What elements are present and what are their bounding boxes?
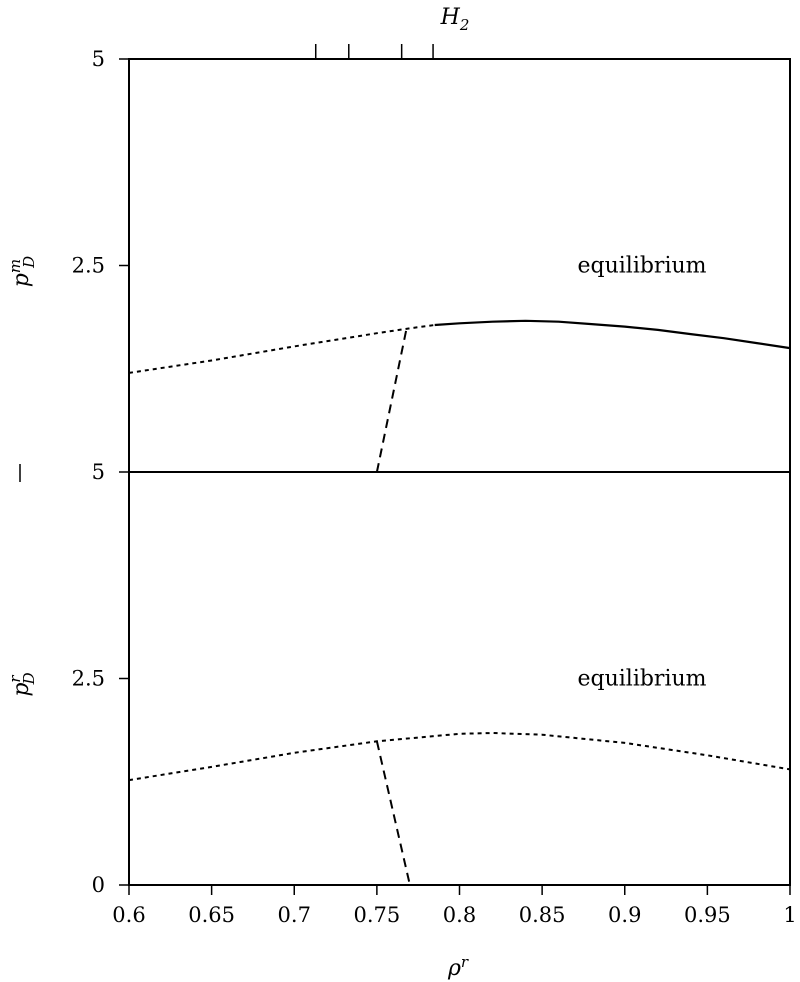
series-line-dotted — [128, 324, 435, 374]
y-tick-label: 2.5 — [72, 667, 105, 691]
x-tick-label: 0.9 — [608, 903, 641, 927]
x-tick-label: 0.65 — [188, 903, 235, 927]
series-line-dashed — [375, 741, 411, 886]
bottom-panel: 0 2.5 5 0.6 0.65 0.7 0.75 0.8 0.85 0.9 0.95 1 prD ρr e… — [6, 460, 797, 981]
x-axis-label: ρr — [447, 953, 469, 981]
x-tick-label: 0.8 — [443, 903, 476, 927]
series-line-dotted — [128, 732, 791, 782]
x-tick-label: 0.6 — [112, 903, 145, 927]
x-tick-label: 0.85 — [519, 903, 566, 927]
x-tick-label: 0.75 — [353, 903, 400, 927]
y-axis-label: prD — [6, 672, 38, 696]
equilibrium-annotation: equilibrium — [577, 667, 706, 692]
y-tick-label: 2.5 — [72, 254, 105, 278]
x-tick-label: 1 — [783, 903, 796, 927]
x-tick-label: 0.95 — [684, 903, 731, 927]
y-tick-label: 0 — [92, 873, 105, 897]
top-panel: 2.5 5 H2 pmD equilibrium — [6, 5, 791, 473]
plot-frame — [128, 58, 791, 886]
x-tick-label: 0.7 — [278, 903, 311, 927]
y-tick-label: 5 — [92, 47, 105, 71]
equilibrium-annotation: equilibrium — [577, 254, 706, 279]
series-line-solid — [434, 319, 791, 350]
y-axis-label: pmD — [6, 256, 38, 287]
top-axis-label: H2 — [440, 5, 470, 34]
series-line-dashed — [375, 328, 408, 473]
y-tick-label: 5 — [92, 460, 105, 484]
